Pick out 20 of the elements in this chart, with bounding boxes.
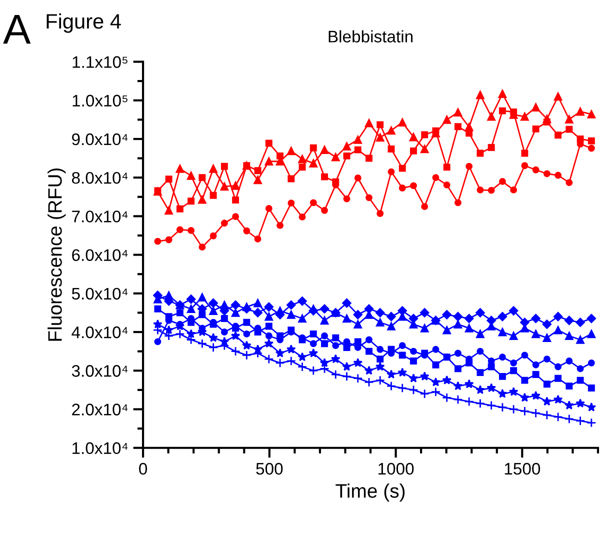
y-tick-label: 9.0x10⁴ — [72, 133, 128, 146]
caption: Figure 4 — [46, 13, 121, 33]
y-tick-label: 4.0x10⁴ — [72, 326, 128, 338]
y-axis-title: Fluorescence (RFU) — [48, 168, 66, 341]
y-tick-label: 6.0x10⁴ — [72, 249, 128, 262]
x-tick-label: 0 — [139, 462, 148, 475]
y-tick-label: 8.0x10⁴ — [72, 172, 128, 184]
y-tick-label: 2.0x10⁴ — [72, 404, 128, 416]
x-tick-label: 500 — [256, 462, 283, 475]
x-axis-title: Time (s) — [336, 484, 405, 502]
y-tick-label: 5.0x10⁴ — [72, 288, 128, 300]
text: A — [3, 14, 31, 44]
y-tick-label: 1.1x10⁵ — [72, 56, 128, 68]
chart-title: Blebbistatin — [328, 30, 413, 42]
y-tick-label: 3.0x10⁴ — [72, 365, 128, 377]
y-tick-label: 1.0x10⁵ — [72, 94, 128, 107]
y-tick-label: 1.0x10⁴ — [72, 442, 128, 454]
x-tick-label: 1000 — [378, 462, 414, 475]
x-tick-label: 1500 — [504, 462, 540, 475]
y-tick-label: 7.0x10⁴ — [72, 210, 128, 222]
